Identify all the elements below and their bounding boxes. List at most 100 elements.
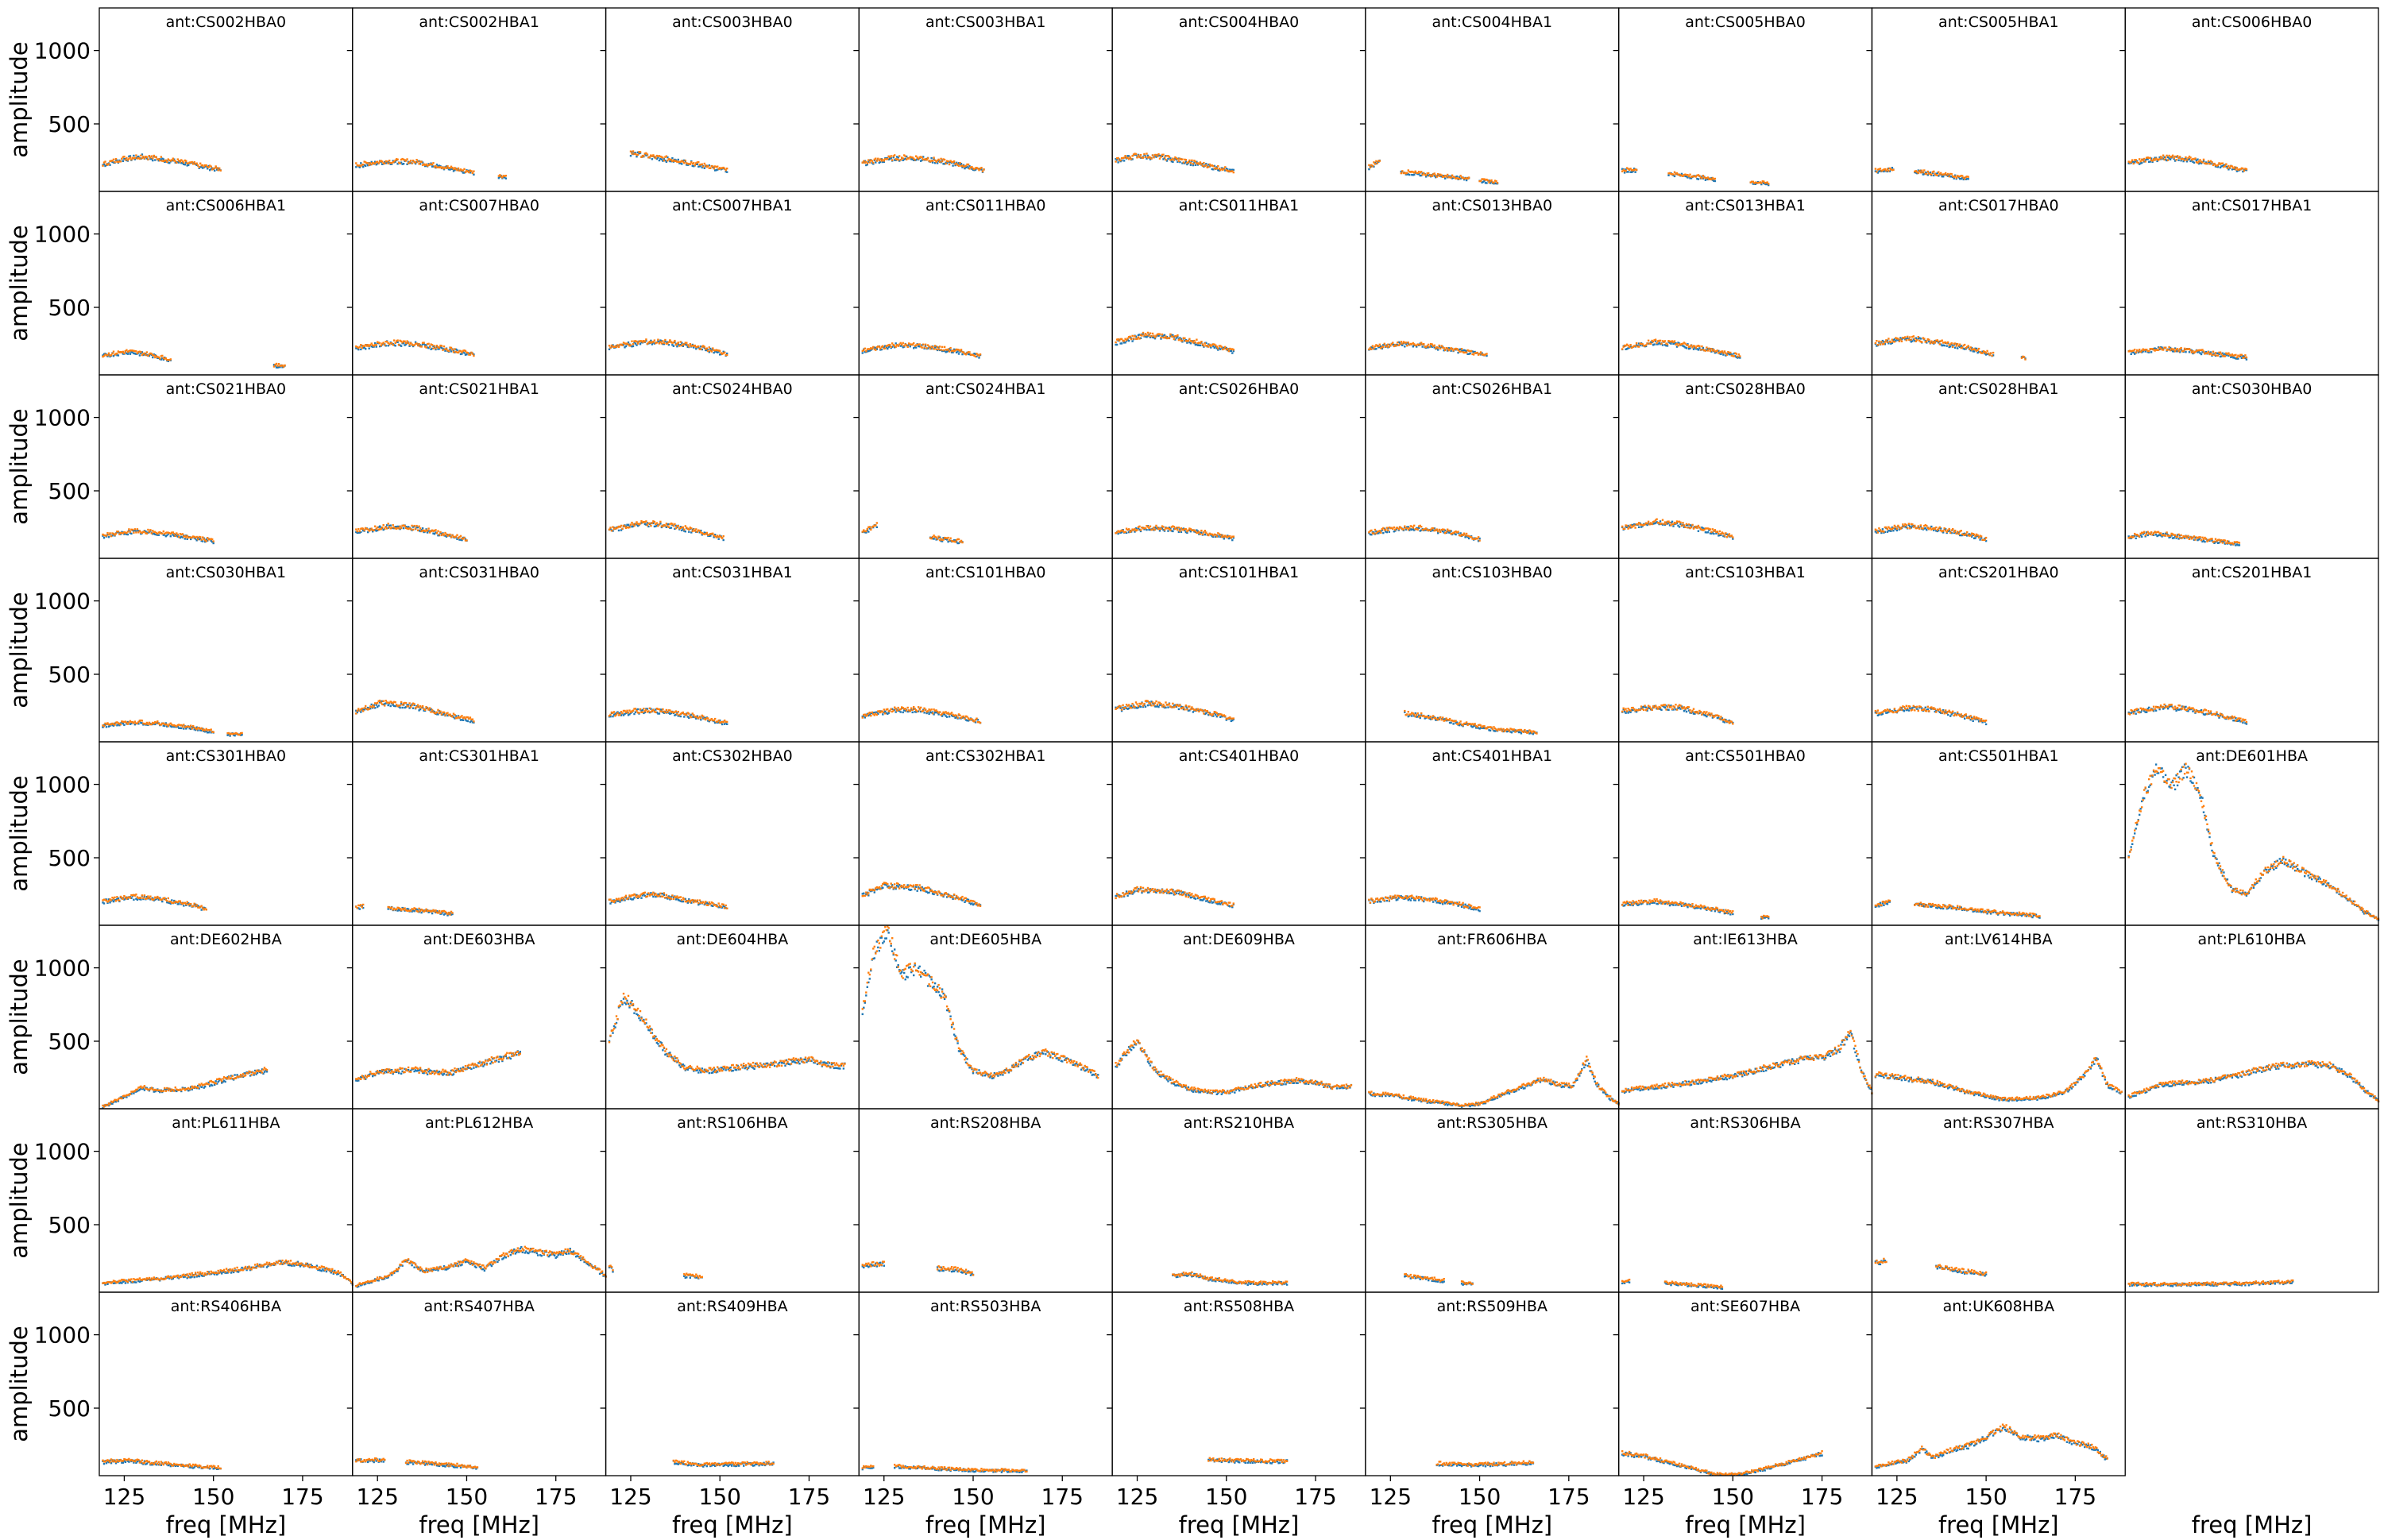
data-point-series1	[633, 342, 636, 344]
data-point-series2	[129, 531, 132, 533]
data-point-series1	[1400, 343, 1402, 345]
data-point-series1	[1157, 527, 1160, 529]
data-point-series1	[458, 538, 461, 541]
data-point-series1	[1965, 178, 1967, 180]
data-point-series2	[1467, 349, 1470, 352]
data-point-series1	[2214, 165, 2217, 168]
data-point-series1	[1433, 346, 1435, 349]
data-point-series2	[459, 535, 462, 538]
data-point-series1	[1911, 525, 1914, 527]
data-point-series2	[1368, 348, 1370, 351]
data-point-series1	[891, 345, 894, 348]
data-point-series2	[1399, 343, 1401, 345]
data-point-series2	[204, 539, 207, 542]
data-point-series2	[651, 522, 654, 524]
data-point-series1	[940, 539, 942, 542]
data-point-series1	[1378, 345, 1381, 349]
data-point-series2	[1411, 170, 1413, 173]
data-point-series2	[2197, 349, 2200, 352]
data-point-series2	[899, 159, 902, 161]
data-point-series1	[374, 342, 377, 345]
data-point-series2	[1174, 156, 1177, 159]
data-point-series2	[280, 365, 283, 367]
data-point-series1	[167, 360, 169, 362]
data-point-series2	[1387, 343, 1389, 345]
data-point-series1	[1899, 337, 1902, 339]
data-point-series1	[1146, 157, 1148, 160]
data-point-series2	[381, 160, 384, 163]
data-point-series2	[1675, 172, 1679, 175]
data-point-series2	[423, 345, 427, 348]
data-point-series2	[1186, 161, 1188, 164]
data-point-series1	[2185, 535, 2189, 538]
data-point-series2	[2134, 159, 2136, 161]
data-point-series1	[497, 177, 500, 179]
data-point-series2	[387, 162, 389, 164]
data-point-series1	[1184, 531, 1188, 534]
data-point-series2	[1122, 340, 1126, 342]
data-point-series2	[2211, 161, 2213, 164]
data-point-series2	[178, 160, 180, 162]
data-point-series2	[955, 162, 958, 165]
data-point-series1	[1184, 160, 1188, 163]
data-point-series2	[1732, 355, 1734, 357]
data-point-series2	[1905, 524, 1907, 527]
data-point-series2	[1914, 170, 1916, 173]
data-point-series1	[1375, 530, 1377, 533]
data-point-series2	[1886, 168, 1889, 171]
data-point-series2	[694, 344, 696, 347]
data-point-series2	[1428, 345, 1431, 348]
data-point-series2	[1137, 526, 1140, 528]
data-point-series1	[135, 353, 137, 355]
data-point-series1	[377, 526, 380, 528]
data-point-series2	[1182, 528, 1185, 531]
data-point-series2	[381, 342, 384, 345]
data-point-series1	[1874, 531, 1877, 533]
data-point-series2	[1466, 535, 1469, 537]
data-point-series1	[454, 169, 456, 172]
data-point-series2	[1435, 346, 1438, 349]
data-point-series2	[2154, 159, 2156, 161]
data-point-series2	[1442, 528, 1444, 531]
data-point-series2	[1146, 331, 1149, 334]
data-point-series1	[356, 347, 358, 349]
data-point-series1	[2193, 161, 2196, 164]
data-point-series2	[1671, 523, 1674, 526]
data-point-series2	[1213, 168, 1215, 170]
data-point-series1	[173, 535, 176, 537]
data-point-series1	[690, 160, 693, 163]
data-point-series1	[664, 160, 667, 162]
data-point-series2	[504, 175, 506, 177]
data-point-series2	[411, 343, 413, 345]
data-point-series2	[105, 163, 108, 165]
data-point-series2	[865, 530, 867, 532]
data-point-series2	[1493, 179, 1497, 182]
data-point-series1	[1976, 351, 1979, 354]
data-point-series2	[419, 345, 422, 348]
data-point-series2	[1690, 176, 1693, 179]
data-point-series1	[1689, 523, 1691, 527]
data-point-series1	[700, 164, 702, 167]
data-point-series1	[1148, 528, 1150, 531]
data-point-series2	[2224, 355, 2227, 357]
data-point-series2	[1457, 349, 1459, 351]
data-point-series1	[657, 156, 659, 159]
data-point-series1	[1629, 171, 1632, 173]
data-point-series1	[1455, 176, 1459, 178]
data-point-series1	[1625, 171, 1629, 173]
data-point-series2	[1416, 344, 1418, 346]
data-point-series1	[1444, 177, 1447, 179]
data-point-series2	[1405, 527, 1407, 530]
data-point-series2	[2152, 349, 2155, 351]
data-point-series1	[971, 168, 973, 170]
data-point-series1	[362, 346, 365, 349]
data-point-series2	[1895, 526, 1897, 528]
data-point-series2	[1685, 523, 1688, 526]
data-point-series2	[651, 155, 654, 157]
data-point-series2	[2228, 164, 2230, 168]
data-point-series2	[1675, 343, 1677, 345]
data-point-series1	[1957, 532, 1959, 535]
data-point-series2	[1907, 338, 1910, 341]
data-point-series1	[1375, 348, 1377, 350]
series-points	[1368, 524, 1481, 542]
